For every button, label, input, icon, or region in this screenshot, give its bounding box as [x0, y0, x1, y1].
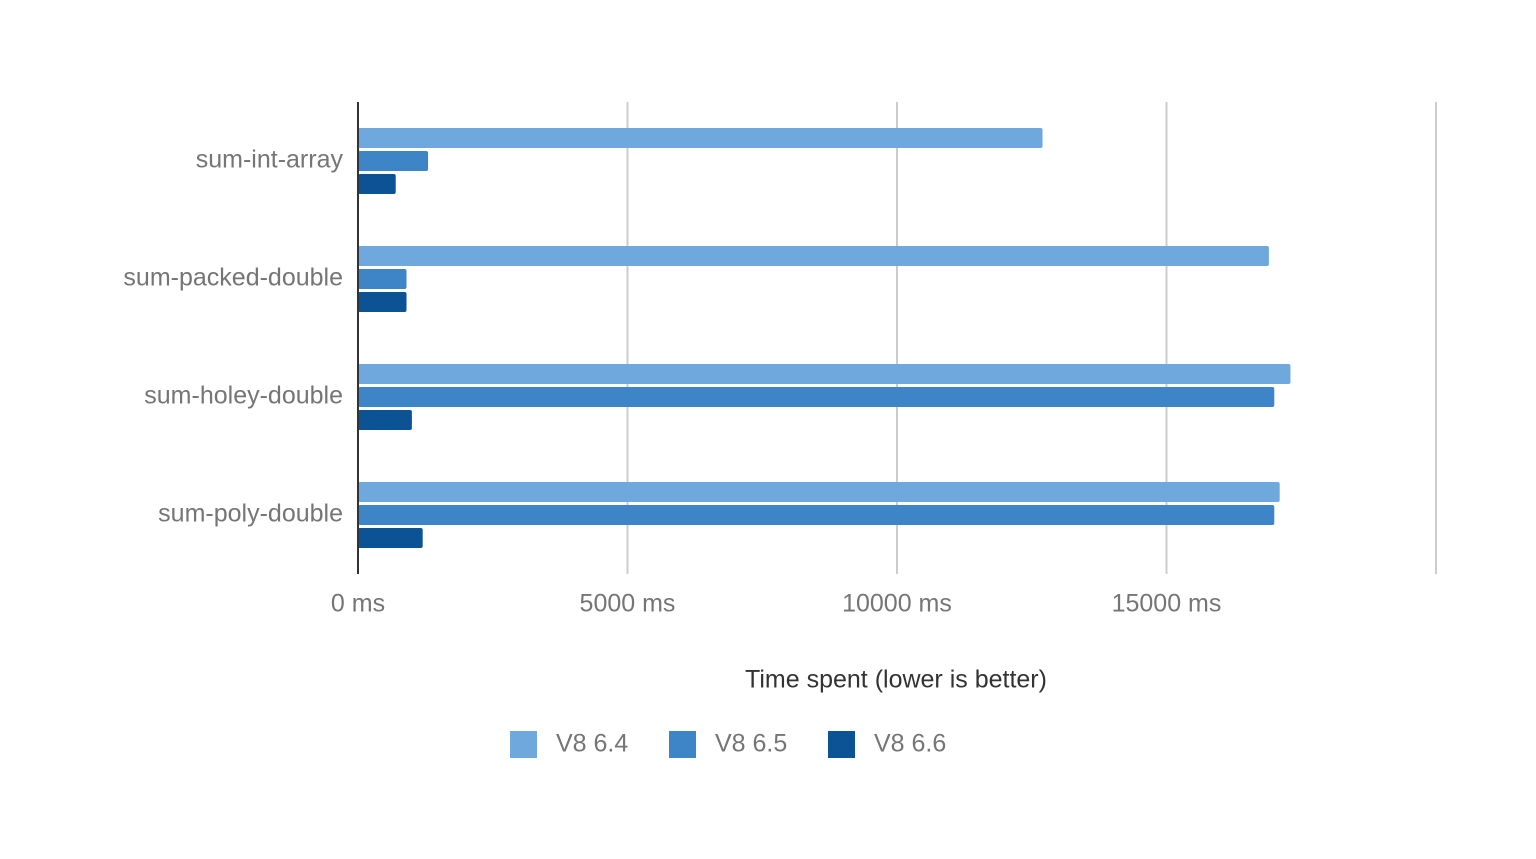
x-tick-label: 10000 ms — [842, 590, 952, 618]
bar — [358, 269, 407, 289]
bar — [358, 292, 407, 312]
bar — [358, 128, 1043, 148]
bar — [358, 174, 396, 194]
x-tick-label: 15000 ms — [1112, 590, 1222, 618]
bar — [358, 151, 429, 171]
bar — [358, 482, 1280, 502]
bar — [358, 528, 423, 548]
x-tick-label: 0 ms — [331, 590, 385, 618]
legend-swatch — [828, 731, 855, 758]
bar — [358, 410, 412, 430]
y-tick-label: sum-holey-double — [144, 382, 343, 410]
legend-label: V8 6.4 — [556, 730, 628, 758]
y-tick-label: sum-poly-double — [158, 500, 343, 528]
legend-label: V8 6.6 — [874, 730, 946, 758]
x-axis-title: Time spent (lower is better) — [745, 666, 1047, 694]
bar — [358, 364, 1291, 384]
x-tick-label: 5000 ms — [580, 590, 676, 618]
legend-swatch — [510, 731, 537, 758]
legend-swatch — [669, 731, 696, 758]
y-tick-label: sum-packed-double — [123, 264, 343, 292]
bar — [358, 387, 1275, 407]
y-tick-label: sum-int-array — [196, 146, 344, 174]
bar — [358, 246, 1269, 266]
legend-label: V8 6.5 — [715, 730, 787, 758]
bar — [358, 505, 1275, 525]
